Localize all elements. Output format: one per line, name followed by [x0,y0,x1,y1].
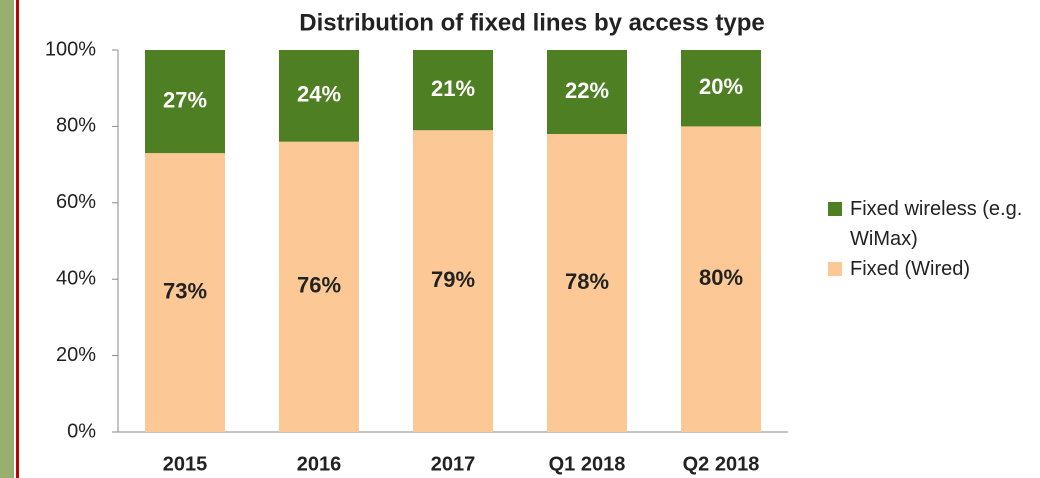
y-tick-label: 40% [56,267,96,289]
value-label: 73% [163,278,207,303]
x-tick-label: Q1 2018 [549,453,626,475]
bar-segment [145,153,225,432]
legend-label: Fixed (Wired) [850,258,971,280]
legend-item: Fixed (Wired) [828,254,1033,284]
y-tick-label: 20% [56,344,96,366]
y-tick-label: 80% [56,115,96,137]
side-line [16,0,19,478]
y-tick-label: 0% [67,420,96,442]
chart-title: Distribution of fixed lines by access ty… [299,9,764,36]
bar-segment [145,50,225,154]
x-tick-label: 2017 [431,453,476,475]
x-tick-label: 2015 [163,453,208,475]
value-label: 20% [699,74,743,99]
x-tick-label: Q2 2018 [683,453,760,475]
legend: Fixed wireless (e.g. WiMax) Fixed (Wired) [828,194,1033,284]
legend-swatch [828,202,842,216]
y-tick-label: 100% [45,38,96,60]
value-label: 22% [565,78,609,103]
legend-item: Fixed wireless (e.g. WiMax) [828,194,1033,254]
bar-segment [279,141,359,432]
value-label: 21% [431,76,475,101]
side-strip [0,0,14,478]
bar-segment [413,130,493,432]
value-label: 27% [163,87,207,112]
value-label: 76% [297,273,341,298]
y-tick-label: 60% [56,191,96,213]
legend-swatch [828,262,842,276]
bar-segment [547,50,627,135]
bar-segment [279,50,359,142]
bar-segment [681,126,761,433]
value-label: 78% [565,269,609,294]
bar-segment [413,50,493,131]
value-label: 79% [431,267,475,292]
value-label: 24% [297,82,341,107]
x-tick-label: 2016 [297,453,342,475]
bar-segment [681,50,761,127]
bar-segment [547,134,627,433]
legend-label: Fixed wireless (e.g. WiMax) [850,198,1023,250]
value-label: 80% [699,265,743,290]
